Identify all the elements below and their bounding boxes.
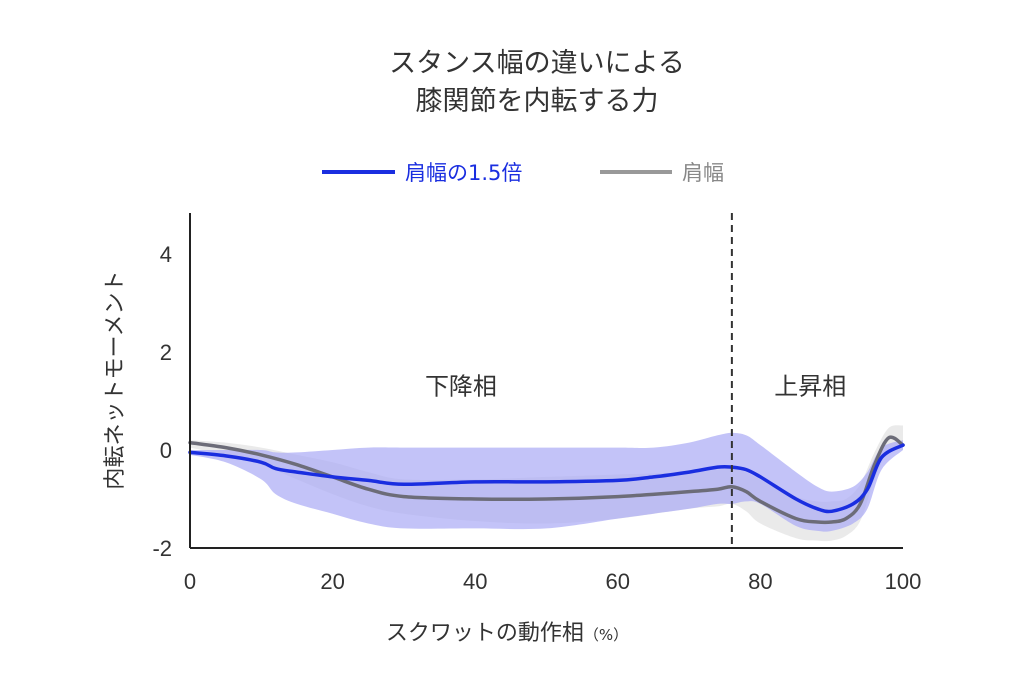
phase-labels: 下降相 上昇相 xyxy=(425,372,846,400)
x-axis-label-unit: （%） xyxy=(584,626,628,644)
x-tick-labels: 0 20 40 60 80 100 xyxy=(184,569,921,594)
chart-title-line-2: 膝関節を内転する力 xyxy=(416,86,659,117)
legend-label-shoulder-width: 肩幅 xyxy=(682,161,724,185)
chart-title-line-1: スタンス幅の違いによる xyxy=(389,48,685,79)
x-tick-label: 100 xyxy=(885,569,922,594)
legend: 肩幅の1.5倍 肩幅 xyxy=(322,161,724,185)
x-tick-label: 60 xyxy=(606,569,630,594)
axes xyxy=(189,213,903,549)
y-tick-label: -2 xyxy=(152,536,172,561)
phase-label-ascent: 上昇相 xyxy=(774,372,846,400)
y-tick-label: 0 xyxy=(160,438,172,463)
chart-title: スタンス幅の違いによる 膝関節を内転する力 xyxy=(389,48,685,117)
x-tick-label: 20 xyxy=(320,569,344,594)
y-tick-labels: -2 0 2 4 xyxy=(152,242,172,561)
legend-label-wide-stance: 肩幅の1.5倍 xyxy=(405,161,522,185)
x-tick-label: 0 xyxy=(184,569,196,594)
phase-label-descent: 下降相 xyxy=(425,372,497,400)
x-axis-label-main: スクワットの動作相 xyxy=(386,621,584,646)
line-wide-stance xyxy=(188,443,905,514)
series-lines xyxy=(188,435,905,525)
x-axis-label: スクワットの動作相（%） xyxy=(386,621,628,646)
x-tick-label: 40 xyxy=(463,569,487,594)
x-tick-label: 80 xyxy=(748,569,772,594)
y-axis-label: 内転ネットモーメント xyxy=(103,270,128,489)
y-tick-label: 2 xyxy=(160,340,172,365)
y-tick-label: 4 xyxy=(160,242,172,267)
